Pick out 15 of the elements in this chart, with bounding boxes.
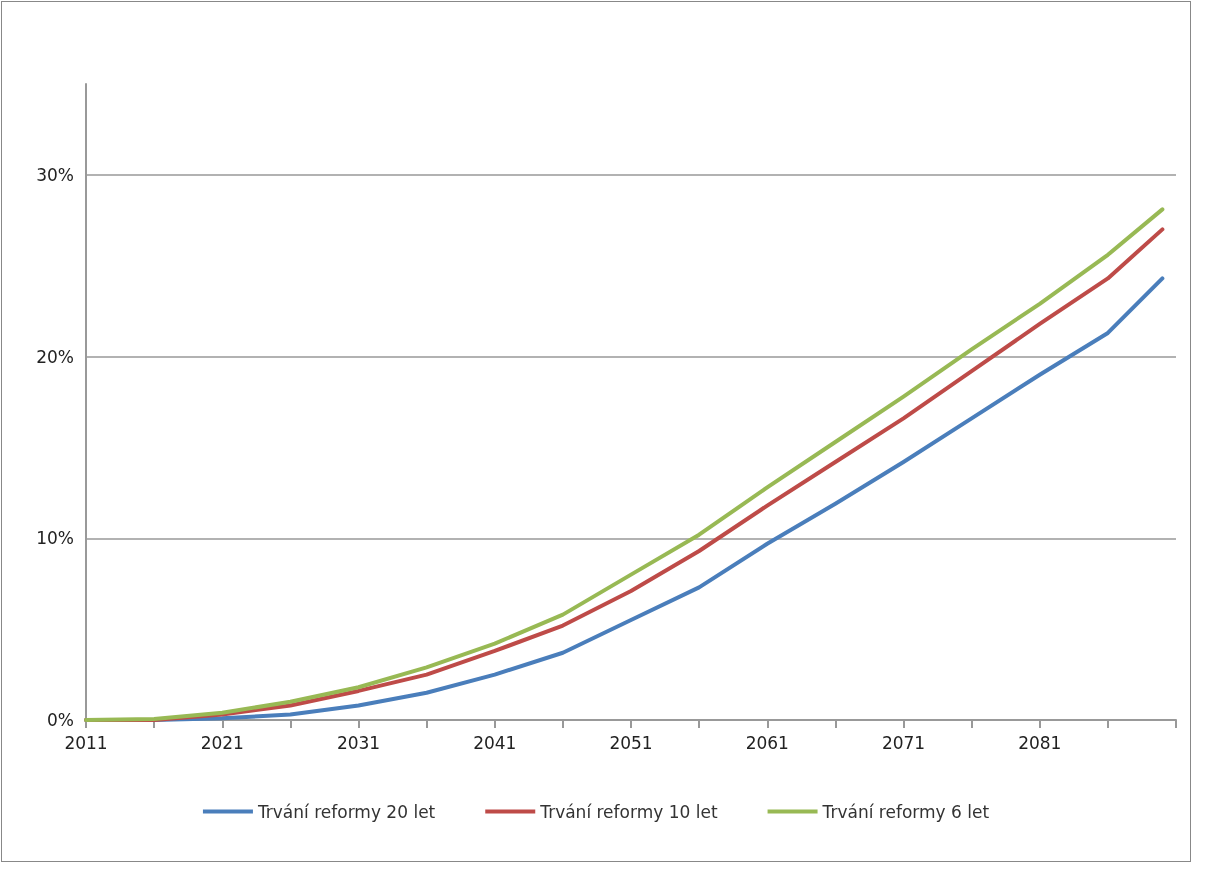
x-tick-label: 2051: [609, 732, 653, 753]
y-tick-label: 30%: [36, 164, 74, 185]
legend-label: Trvání reformy 10 let: [539, 801, 718, 822]
x-tick-label: 2021: [200, 732, 244, 753]
x-tick-label: 2081: [1018, 732, 1062, 753]
y-tick-label: 10%: [36, 528, 74, 549]
x-tick-label: 2071: [881, 732, 926, 753]
x-tick-label: 2061: [745, 732, 789, 753]
legend-label: Trvání reformy 20 let: [256, 801, 436, 822]
x-tick-label: 2031: [336, 732, 381, 753]
legend-label: Trvání reformy 6 let: [821, 801, 990, 822]
y-tick-label: 0%: [47, 710, 74, 730]
x-tick-label: 2041: [473, 732, 517, 753]
y-tick-label: 20%: [36, 346, 74, 367]
x-tick-label: 2011: [64, 732, 108, 753]
